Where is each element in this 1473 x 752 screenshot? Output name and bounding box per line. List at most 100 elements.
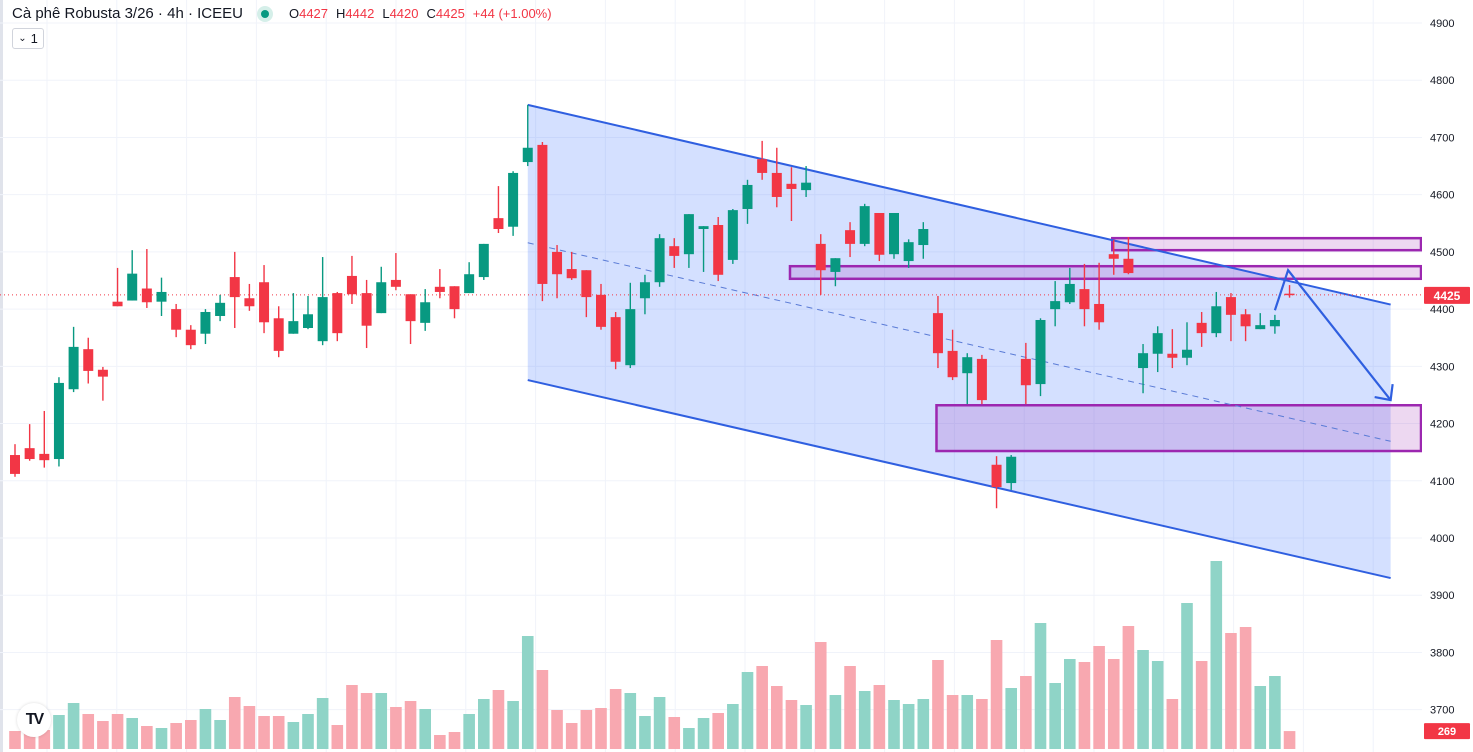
candle-body xyxy=(449,286,460,310)
candle xyxy=(434,269,445,299)
price-axis-tick: 4900 xyxy=(1430,18,1454,30)
candle xyxy=(1284,285,1295,298)
volume-bar xyxy=(814,642,827,749)
candle xyxy=(801,166,812,197)
price-axis-tick: 4200 xyxy=(1430,419,1454,431)
volume-bar xyxy=(844,666,856,749)
candle-body xyxy=(742,184,753,209)
candle-body xyxy=(273,318,284,351)
volume-bar xyxy=(23,732,36,749)
candle xyxy=(1182,322,1192,366)
volume-bar xyxy=(1283,731,1296,749)
candle-body xyxy=(669,246,680,256)
volume-bar xyxy=(82,714,95,749)
tradingview-logo-icon[interactable]: TV xyxy=(17,703,51,737)
candle-body xyxy=(171,309,182,330)
candle-body xyxy=(259,282,270,323)
volume-bar xyxy=(1239,627,1252,749)
channel-fill xyxy=(527,104,1391,579)
price-axis-tick: 4500 xyxy=(1430,247,1454,259)
symbol-title[interactable]: Cà phê Robusta 3/26 · 4h · ICEEU xyxy=(12,5,243,22)
candle-body xyxy=(1167,353,1178,358)
candle-body xyxy=(185,329,196,346)
candle xyxy=(288,293,299,334)
candle xyxy=(976,354,987,405)
candle xyxy=(522,104,533,167)
candle xyxy=(24,424,35,461)
candle-body xyxy=(859,206,870,244)
zone-rectangle xyxy=(1111,236,1423,252)
volume-bar xyxy=(932,660,944,749)
candle-body xyxy=(200,311,211,334)
candle-body xyxy=(332,293,343,334)
candle-body xyxy=(786,183,797,189)
candle-body xyxy=(713,225,724,275)
candle xyxy=(83,337,94,384)
arrow-head-icon xyxy=(1374,383,1394,402)
volume-bar xyxy=(1166,699,1179,749)
candle-body xyxy=(1240,314,1251,327)
market-status-icon xyxy=(260,9,269,18)
indicators-toggle-button[interactable]: ⌄ 1 xyxy=(12,28,44,49)
volume-bar xyxy=(67,703,80,749)
volume-bar xyxy=(1181,603,1193,749)
candle xyxy=(1108,239,1119,275)
volume-bar xyxy=(331,725,344,749)
candle-body xyxy=(801,182,812,191)
candle-body xyxy=(683,214,694,255)
candle-body xyxy=(493,218,504,230)
candle xyxy=(742,179,753,224)
candle xyxy=(1211,291,1222,338)
candle xyxy=(10,444,20,477)
candle-body xyxy=(845,230,856,244)
candle-body xyxy=(991,464,1002,488)
price-axis-tick: 4600 xyxy=(1430,190,1454,202)
volume-bar xyxy=(111,714,124,749)
candle xyxy=(874,212,885,262)
volume-bar xyxy=(595,708,607,749)
candle xyxy=(97,366,108,401)
candle xyxy=(332,291,343,342)
candle-body xyxy=(552,251,563,275)
channel-mid-line xyxy=(527,242,1391,442)
candle xyxy=(156,277,167,316)
volume-bar xyxy=(639,716,651,749)
candle xyxy=(1269,314,1280,334)
candle-body xyxy=(698,226,709,230)
volume-bar xyxy=(565,723,578,749)
volume-bar xyxy=(97,721,109,749)
candle xyxy=(932,295,943,369)
candle xyxy=(68,326,79,393)
candle-body xyxy=(889,212,899,255)
volume-bar xyxy=(141,726,153,749)
volume-bar xyxy=(258,716,270,749)
candle xyxy=(493,186,504,234)
volume-bar xyxy=(741,672,754,749)
volume-bar xyxy=(38,730,51,749)
candle xyxy=(1020,342,1031,405)
candle xyxy=(625,282,636,369)
candle xyxy=(771,147,782,208)
candle xyxy=(53,377,64,467)
candle-body xyxy=(1152,333,1163,354)
last-price-label: 4425 xyxy=(1434,289,1461,303)
volume-bar xyxy=(448,732,461,749)
volume-bar xyxy=(1064,659,1076,749)
candle-body xyxy=(508,172,519,227)
channel-lower-line xyxy=(527,379,1391,580)
candle xyxy=(244,283,255,311)
volume-bar xyxy=(170,723,182,749)
volume-bar xyxy=(492,690,505,749)
ohlc-close: C4425 xyxy=(426,6,465,21)
candle xyxy=(889,212,899,259)
candle xyxy=(830,258,841,287)
volume-bar xyxy=(185,720,197,749)
candle-body xyxy=(522,147,533,163)
candle xyxy=(508,171,519,236)
price-axis-tick: 4300 xyxy=(1430,361,1454,373)
candle xyxy=(390,253,401,291)
candle xyxy=(1035,318,1046,397)
candle xyxy=(683,214,694,268)
candle-body xyxy=(1108,254,1119,259)
